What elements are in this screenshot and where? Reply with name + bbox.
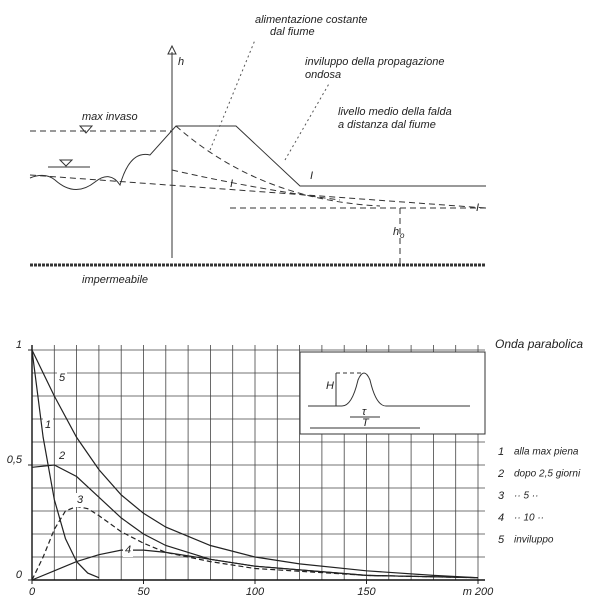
x-tick-label: 0	[29, 586, 36, 598]
legend-number: 3	[498, 490, 505, 502]
inset: H τ T	[300, 352, 485, 434]
curve-label: 1	[45, 419, 51, 431]
x-tick-label: 50	[137, 586, 150, 598]
x-tick-label: 100	[246, 586, 265, 598]
y-tick-label: 0	[16, 569, 23, 581]
chart-title: Onda parabolica	[495, 337, 583, 351]
h-label: h	[178, 56, 184, 68]
ground-profile	[30, 126, 486, 190]
x-tick-label: 150	[357, 586, 376, 598]
legend-text: alla max piena	[514, 447, 579, 458]
legend-number: 1	[498, 446, 504, 458]
max-level-symbol	[80, 126, 92, 133]
inset-frame	[300, 352, 485, 434]
max-level-label: max invaso	[82, 111, 138, 123]
pointer	[210, 40, 255, 150]
pointer	[285, 82, 330, 160]
mean-level-label: livello medio della falda	[338, 106, 452, 118]
legend-text: inviluppo	[514, 535, 554, 546]
mean-level-label: a distanza dal fiume	[338, 119, 436, 131]
envelope-label: inviluppo della propagazione	[305, 56, 444, 68]
curve-label: 3	[77, 494, 84, 506]
legend-text: dopo 2,5 giorni	[514, 469, 581, 480]
y-tick-label: 0,5	[7, 454, 23, 466]
h0-label: h	[393, 226, 399, 238]
figure: alimentazione costante dal fiume h invil…	[0, 0, 614, 601]
cross-section: alimentazione costante dal fiume h invil…	[30, 14, 486, 286]
inset-h-label: H	[326, 380, 334, 392]
legend-number: 4	[498, 512, 504, 524]
legend-number: 2	[497, 468, 504, 480]
water-symbol	[60, 160, 72, 166]
feed-label: dal fiume	[270, 26, 315, 38]
curve-mark: I	[310, 170, 313, 182]
x-tick-label: m 200	[463, 586, 494, 598]
curve-label: 5	[59, 372, 66, 384]
y-tick-label: 1	[16, 339, 22, 351]
legend-number: 5	[498, 534, 505, 546]
impermeable-label: impermeabile	[82, 274, 148, 286]
curve-mark: I	[230, 178, 233, 190]
legend-text: ·· 5 ··	[514, 491, 538, 502]
curve-mark: I	[476, 202, 479, 214]
feed-label: alimentazione costante	[255, 14, 368, 26]
envelope-label: ondosa	[305, 69, 341, 81]
curve-label: 2	[58, 450, 65, 462]
h0-subscript: o	[400, 231, 405, 240]
legend-text: ·· 10 ··	[514, 513, 544, 524]
curve-label: 4	[125, 544, 131, 556]
